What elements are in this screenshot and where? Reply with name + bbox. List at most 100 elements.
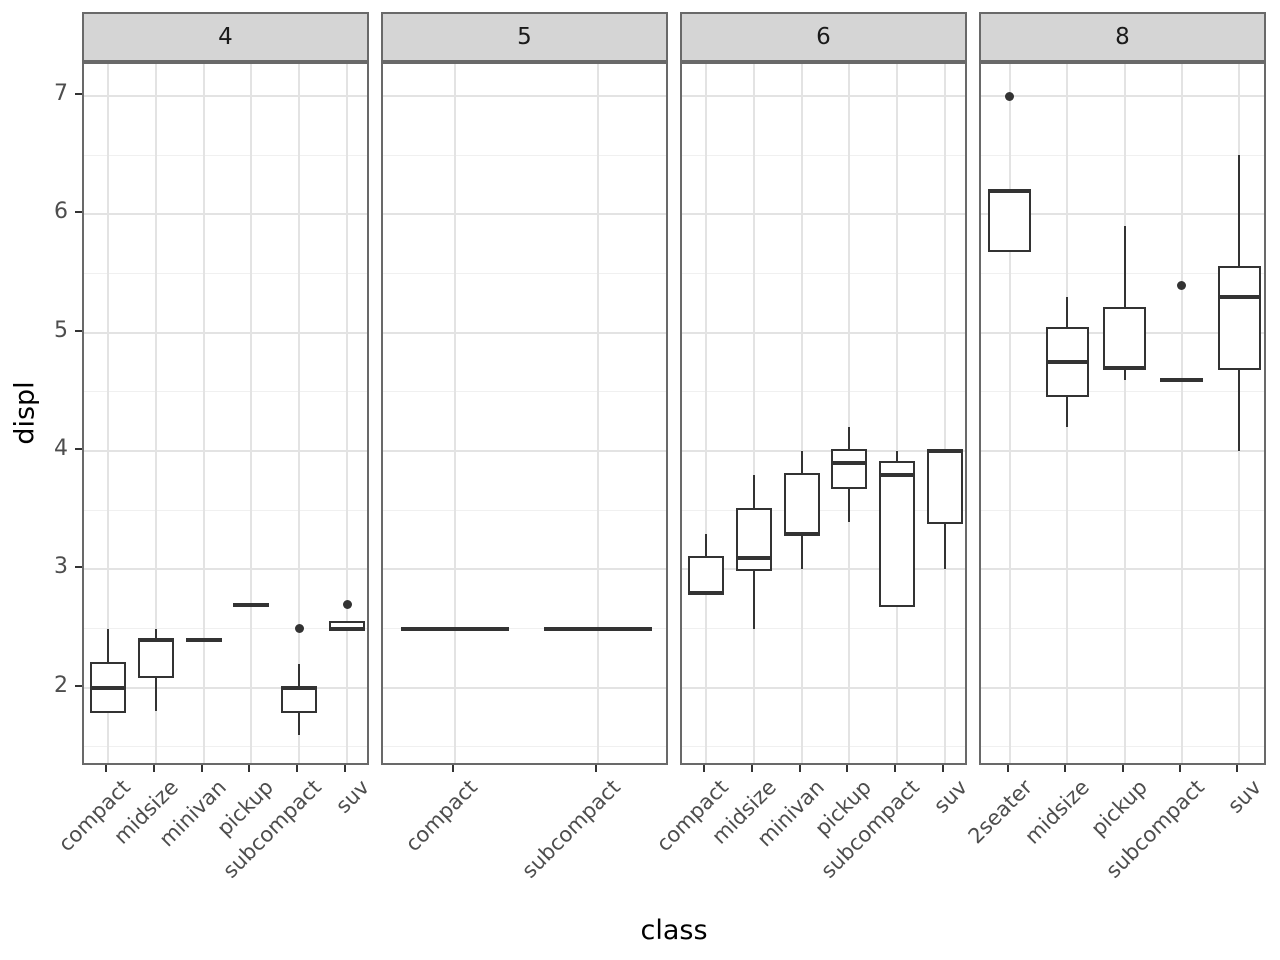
lower-whisker: [1238, 368, 1241, 451]
minor-gridline: [682, 628, 965, 629]
median-line: [1217, 295, 1261, 300]
category-gridline: [597, 64, 600, 763]
y-tick-label: 2: [54, 672, 68, 698]
major-gridline: [682, 95, 965, 97]
upper-whisker: [1238, 155, 1241, 268]
category-gridline: [896, 64, 899, 763]
category-gridline: [202, 64, 205, 763]
x-tick-mark: [894, 765, 897, 772]
x-tick-mark: [798, 765, 801, 772]
x-axis-title: class: [640, 915, 708, 946]
category-gridline: [1008, 64, 1011, 763]
boxplot-box: [281, 685, 318, 714]
y-tick-label: 5: [54, 317, 68, 343]
minor-gridline: [383, 628, 666, 629]
facet-panel: [381, 62, 668, 765]
facet-strip: 4: [82, 12, 369, 62]
major-gridline: [84, 331, 367, 334]
boxplot-box: [1217, 265, 1261, 371]
x-tick-mark: [1178, 765, 1181, 772]
upper-whisker: [896, 451, 899, 463]
median-line: [735, 555, 772, 560]
x-tick-mark: [451, 765, 454, 772]
outlier-dot: [1005, 91, 1015, 101]
category-gridline: [704, 64, 707, 763]
outlier-dot: [342, 600, 352, 610]
minor-gridline: [383, 273, 666, 274]
minor-gridline: [981, 391, 1264, 393]
y-tick-label: 6: [54, 199, 68, 225]
x-tick-mark: [296, 765, 299, 772]
y-tick-mark: [75, 93, 82, 95]
boxplot-box: [783, 472, 820, 536]
boxplot-box: [735, 508, 772, 572]
boxplot-box: [687, 555, 724, 595]
minor-gridline: [981, 628, 1264, 629]
upper-whisker: [848, 427, 851, 451]
median-line: [544, 626, 653, 631]
median-line: [233, 602, 270, 607]
minor-gridline: [84, 154, 367, 156]
major-gridline: [383, 331, 666, 334]
category-gridline: [250, 64, 253, 763]
minor-gridline: [84, 273, 367, 274]
x-tick-mark: [152, 765, 155, 772]
major-gridline: [682, 331, 965, 334]
category-gridline: [944, 64, 947, 763]
y-tick-mark: [75, 211, 82, 214]
category-gridline: [453, 64, 456, 763]
major-gridline: [981, 95, 1264, 97]
boxplot-box: [879, 460, 916, 607]
median-line: [927, 449, 964, 453]
lower-whisker: [1066, 395, 1069, 428]
lower-whisker: [298, 711, 301, 736]
major-gridline: [981, 686, 1264, 689]
lower-whisker: [752, 569, 755, 629]
minor-gridline: [682, 273, 965, 274]
category-gridline: [1123, 64, 1126, 763]
category-gridline: [752, 64, 755, 763]
boxplot-box: [831, 449, 868, 489]
category-gridline: [154, 64, 157, 763]
minor-gridline: [981, 273, 1264, 274]
strip-label: 8: [1115, 24, 1130, 50]
upper-whisker: [154, 628, 157, 641]
major-gridline: [682, 686, 965, 689]
facet-strip: 8: [979, 12, 1266, 62]
median-line: [1160, 378, 1204, 382]
minor-gridline: [84, 628, 367, 629]
strip-label: 5: [517, 24, 532, 50]
minor-gridline: [84, 746, 367, 748]
x-tick-mark: [1236, 765, 1239, 772]
x-tick-mark: [1006, 765, 1009, 772]
y-tick-label: 3: [54, 554, 68, 580]
minor-gridline: [84, 391, 367, 393]
minor-gridline: [383, 509, 666, 511]
median-line: [831, 460, 868, 465]
x-tick-mark: [1121, 765, 1124, 772]
outlier-dot: [1177, 280, 1187, 290]
major-gridline: [981, 450, 1264, 452]
y-tick-mark: [75, 684, 82, 687]
strip-label: 6: [816, 24, 831, 50]
minor-gridline: [682, 391, 965, 393]
major-gridline: [383, 450, 666, 452]
category-gridline: [848, 64, 851, 763]
minor-gridline: [682, 746, 965, 748]
boxplot-box: [927, 449, 964, 524]
upper-whisker: [106, 628, 109, 664]
median-line: [89, 685, 126, 690]
minor-gridline: [383, 746, 666, 748]
upper-whisker: [298, 664, 301, 688]
x-tick-mark: [1064, 765, 1067, 772]
major-gridline: [84, 686, 367, 689]
x-tick-mark: [750, 765, 753, 772]
lower-whisker: [154, 675, 157, 712]
strip-label: 4: [218, 24, 233, 50]
x-tick-mark: [595, 765, 598, 772]
median-line: [783, 531, 820, 536]
major-gridline: [383, 95, 666, 97]
facet-strip: 5: [381, 12, 668, 62]
y-tick-label: 4: [54, 436, 68, 461]
